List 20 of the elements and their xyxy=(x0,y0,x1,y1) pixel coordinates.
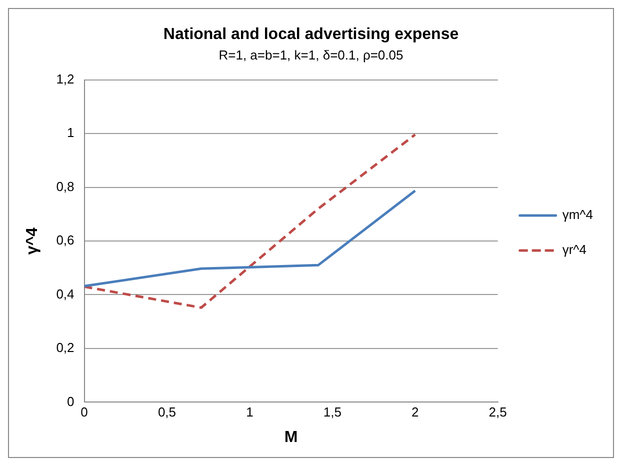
x-tick-label: 1,5 xyxy=(323,404,342,420)
chart-title: National and local advertising expense xyxy=(163,26,459,44)
y-tick-label: 0,4 xyxy=(56,286,74,302)
x-tick-label: 0,5 xyxy=(158,404,176,420)
y-tick-label: 0,2 xyxy=(56,340,74,356)
y-tick-label: 0 xyxy=(67,394,74,409)
y-tick-label: 1 xyxy=(67,125,74,140)
y-tick-label: 1,2 xyxy=(56,71,74,86)
y-tick-label: 0,8 xyxy=(56,178,74,194)
y-axis-title: γ^4 xyxy=(24,227,42,255)
chart-subtitle: R=1, a=b=1, k=1, δ=0.1, ρ=0.05 xyxy=(218,48,404,63)
x-tick-label: 1 xyxy=(246,404,254,420)
line-series xyxy=(84,133,416,309)
legend-label: γm^4 xyxy=(562,207,594,222)
x-tick-label: 2 xyxy=(412,404,419,420)
y-tick-label: 0,6 xyxy=(56,232,74,248)
x-tick-label: 0 xyxy=(80,404,88,420)
x-tick-label: 2,5 xyxy=(488,404,507,420)
legend-label: γr^4 xyxy=(562,242,587,258)
x-axis-title: M xyxy=(284,428,298,446)
